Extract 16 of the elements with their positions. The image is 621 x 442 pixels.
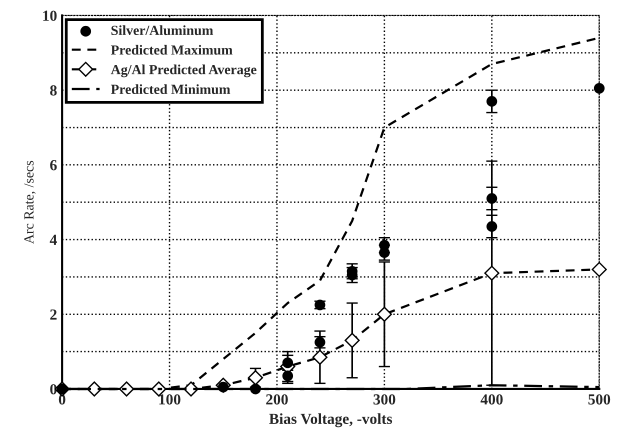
x-tick-label: 300 xyxy=(374,394,396,405)
y-axis-title: Arc Rate, /secs xyxy=(24,160,36,244)
y-tick-label: 10 xyxy=(43,10,57,21)
y-tick-label: 2 xyxy=(50,309,57,320)
legend-label: Ag/Al Predicted Average xyxy=(110,64,256,78)
x-tick-label: 100 xyxy=(159,394,180,405)
x-tick-label: 500 xyxy=(588,394,610,405)
legend-label: Predicted Minimum xyxy=(110,84,230,94)
legend-label: Silver/Aluminum xyxy=(111,25,214,36)
legend-label: Predicted Maximum xyxy=(110,44,232,55)
y-tick-label: 4 xyxy=(50,234,57,245)
x-tick-label: 200 xyxy=(266,394,288,405)
x-axis-title: Bias Voltage, -volts xyxy=(269,413,392,428)
x-tick-label: 400 xyxy=(480,394,503,405)
y-tick-label: 6 xyxy=(50,160,57,170)
y-tick-label: 8 xyxy=(50,85,57,96)
